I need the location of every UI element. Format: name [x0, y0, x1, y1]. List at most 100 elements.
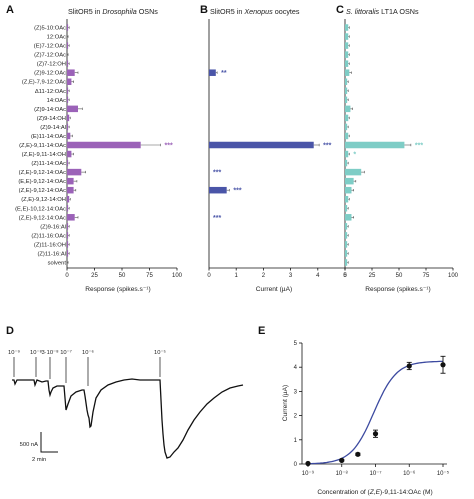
x-tick-label: 10⁻⁷: [369, 470, 381, 477]
category-label: (Z,E)-9,12-14:OAc: [19, 170, 66, 176]
bar: [345, 205, 348, 212]
x-tick-label: 50: [396, 273, 403, 279]
y-tick-label: 3: [294, 389, 298, 395]
bar: [345, 87, 348, 95]
bar: [345, 150, 349, 158]
x-tick-label: 5: [343, 273, 347, 279]
bar: [67, 205, 69, 212]
panel-c: C S. littoralis LT1A OSNs 0 25 50 75 100****…: [336, 4, 459, 293]
category-labels: (Z)5-10:OAc 12:OAc (E)7-12:OAc (Z)7-12:OAc (…: [15, 26, 66, 267]
category-label: (Z,E)-9,11-14:OAc: [19, 143, 66, 149]
x-tick-label: 10⁻⁹: [302, 470, 315, 477]
bar: [67, 150, 72, 158]
scale-bar: 500 nA 2 min: [20, 432, 58, 463]
data-point: [372, 431, 379, 437]
bar: [67, 105, 78, 113]
fit-curve: [308, 360, 443, 465]
bar: [67, 177, 74, 185]
y-tick-label: 0: [294, 462, 298, 468]
category-label: (Z)11-16:OH: [34, 242, 66, 248]
bar: [67, 87, 69, 95]
significance-stars: *: [353, 152, 356, 159]
data-point: [406, 363, 412, 369]
category-label: (Z,E)-9,12-14:OAc: [19, 188, 66, 194]
bar: [67, 132, 71, 140]
bar: [345, 250, 348, 257]
data-point: [339, 457, 345, 463]
bar: [345, 24, 349, 31]
bar: [209, 141, 314, 149]
bar: [67, 24, 69, 31]
scale-bar-time: 2 min: [32, 457, 46, 463]
x-tick-label: 10⁻⁸: [336, 470, 349, 477]
bar: [345, 232, 348, 239]
panel-d-label: D: [6, 325, 14, 337]
bar: [67, 195, 70, 203]
bar: [67, 96, 69, 104]
significance-stars: ***: [415, 143, 423, 150]
x-tick-label: 75: [423, 273, 430, 279]
bar: [209, 186, 227, 194]
category-label: (Z)9-14:Al: [40, 125, 66, 131]
panel-a-label: A: [6, 4, 14, 16]
bar: [345, 141, 405, 149]
category-label: 14:OAc: [47, 98, 66, 104]
bar: [345, 241, 348, 248]
panel-a-xlabel: Response (spikes.s⁻¹): [85, 286, 150, 293]
x-tick-label: 2: [262, 273, 266, 279]
bar: [67, 114, 70, 122]
panel-c-title: S. littoralis LT1A OSNs: [346, 7, 419, 16]
category-label: (Z,E)-9,11-14:OH: [22, 152, 66, 158]
x-tick-label: 25: [91, 273, 98, 279]
bar: [345, 177, 354, 185]
category-label: (Z)7-12:OH: [37, 62, 66, 68]
category-label: (Z)9-16:Al: [40, 224, 66, 230]
concentration-label: 3·10⁻⁸: [41, 349, 59, 356]
category-label: Δ11-12:OAc: [35, 89, 66, 95]
current-trace: [12, 378, 244, 459]
panel-e-ylabel: Current (µA): [282, 385, 289, 421]
concentration-label: 10⁻⁶: [82, 349, 95, 356]
bar: [67, 141, 141, 149]
bar: [67, 159, 69, 167]
concentration-label: 10⁻⁸: [30, 349, 43, 356]
bar: [345, 105, 351, 113]
x-tick-label: 75: [146, 273, 153, 279]
bar: [67, 123, 69, 131]
bar: [345, 51, 349, 58]
x-tick-label: 4: [316, 273, 320, 279]
category-label: (Z,E)-7,9-12:OAc: [22, 80, 66, 86]
bar: [67, 214, 75, 221]
data-point: [355, 451, 361, 457]
y-tick-label: 1: [294, 438, 298, 444]
bar: [345, 114, 349, 122]
category-label: (E,E)-10,12-14:OAc: [15, 206, 66, 212]
concentration-label: 10⁻⁵: [154, 349, 167, 356]
category-label: (Z)7-12:OAc: [34, 53, 66, 59]
bar: [345, 214, 352, 221]
x-tick-label: 0: [343, 273, 347, 279]
panel-c-label: C: [336, 4, 344, 16]
bar: [345, 186, 352, 194]
category-label: (Z)9-14:OH: [37, 116, 66, 122]
bar: [345, 168, 362, 176]
significance-stars: **: [221, 70, 227, 77]
bar: [67, 42, 69, 49]
category-label: (E)7-12:OAc: [34, 44, 66, 50]
category-label: (Z,E)-9,12-14:OAc: [19, 215, 66, 221]
bar: [345, 60, 349, 67]
x-tick-label: 100: [172, 273, 183, 279]
bar: [345, 33, 349, 40]
category-label: solvent: [48, 260, 67, 266]
category-label: (Z)11-14:OAc: [31, 161, 66, 167]
significance-stars: ***: [213, 170, 221, 177]
bar: [345, 123, 348, 131]
panel-d: D 10⁻⁹ 10⁻⁸ 3·10⁻⁸ 10⁻⁷ 10⁻⁶ 10⁻⁵ 500 nA 2 mi…: [6, 325, 244, 463]
bar: [67, 78, 72, 85]
panel-a: A SlitOR5 in Drosophila OSNs (Z)5-10:OAc…: [6, 4, 183, 293]
category-label: 12:OAc: [47, 35, 66, 41]
bar: [67, 223, 69, 230]
category-label: (E)11-14:OAc: [31, 134, 66, 140]
bar: [345, 223, 348, 230]
panel-b-xlabel: Current (µA): [256, 286, 292, 293]
